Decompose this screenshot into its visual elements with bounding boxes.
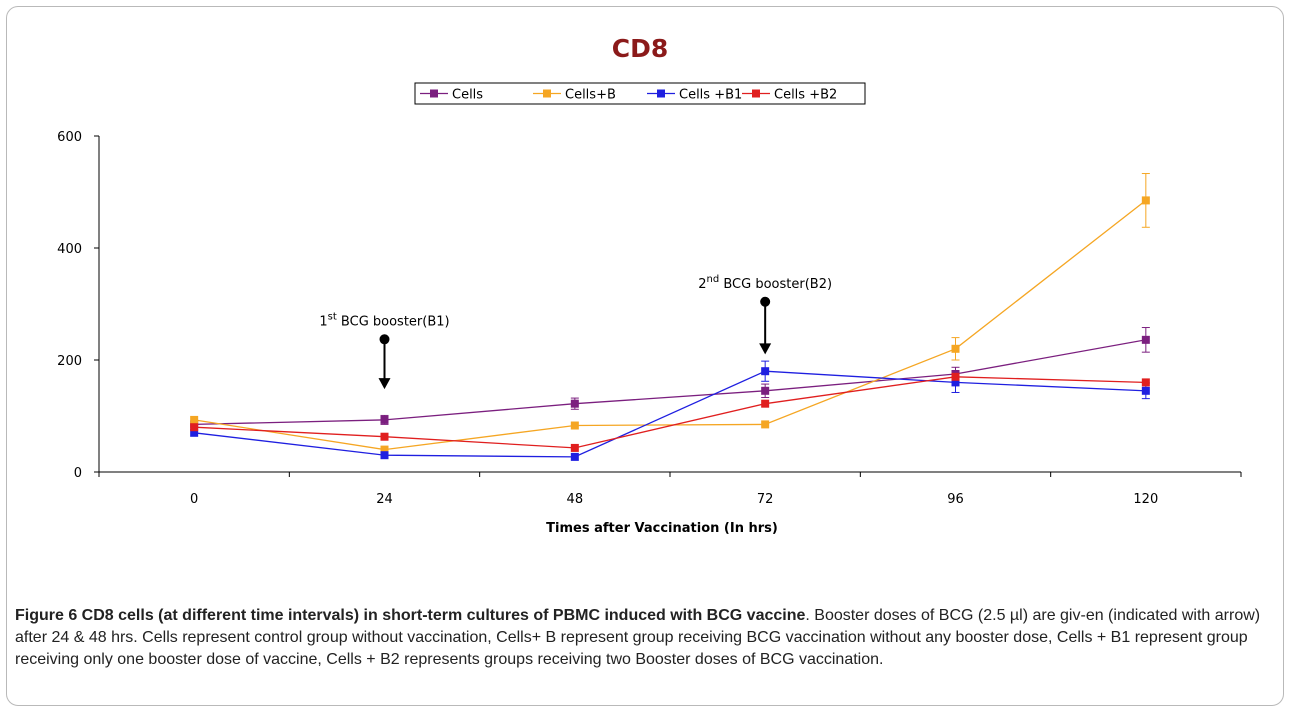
- legend: Cells Cells+B Cells +B1 Cells +B2: [414, 82, 866, 105]
- data-point: [190, 415, 199, 424]
- data-point: [570, 452, 579, 461]
- legend-box: [414, 82, 866, 105]
- annotation-label: 2nd BCG booster(B2): [698, 274, 832, 292]
- x-tick-label: 120: [1133, 492, 1158, 507]
- legend-marker: [543, 89, 551, 98]
- arrow-head: [378, 378, 391, 390]
- x-tick-label: 72: [757, 492, 774, 507]
- legend-label: Cells +B1: [679, 88, 742, 103]
- legend-label: Cells: [452, 88, 483, 103]
- series-line: [194, 376, 1146, 449]
- legend-marker: [752, 89, 760, 98]
- data-point: [570, 443, 579, 452]
- data-point: [380, 451, 389, 460]
- y-tick-label: 600: [57, 130, 82, 145]
- legend-label: Cells +B2: [774, 88, 837, 103]
- data-point: [1141, 386, 1150, 395]
- data-point: [570, 421, 579, 430]
- chart-title: CD8: [612, 34, 669, 63]
- data-point: [1141, 196, 1150, 205]
- data-point: [190, 428, 199, 437]
- data-point: [951, 372, 960, 381]
- chart: CD8 Cells Cells+B Cells +B1 Cells +B2 0 200 4…: [57, 34, 1242, 536]
- series-line: [194, 199, 1147, 451]
- data-point: [761, 420, 770, 429]
- legend-marker: [430, 89, 438, 98]
- legend-marker: [657, 89, 665, 98]
- y-tick-label: 200: [57, 354, 82, 369]
- data-point: [190, 423, 199, 432]
- annotation-label: 1st BCG booster(B1): [319, 311, 449, 329]
- x-tick-label: 0: [190, 492, 198, 507]
- legend-label: Cells+B: [565, 88, 616, 103]
- axes: 0 200 400 600 0 24 48 72 96 120: [57, 130, 1242, 507]
- data-point: [380, 445, 389, 454]
- x-tick-label: 96: [947, 492, 964, 507]
- x-tick-label: 24: [376, 492, 393, 507]
- data-point: [761, 367, 770, 376]
- data-point: [1141, 335, 1150, 344]
- data-point: [951, 378, 960, 387]
- x-tick-label: 48: [567, 492, 584, 507]
- figure-frame: CD8 Cells Cells+B Cells +B1 Cells +B2 0 200 4…: [6, 6, 1284, 706]
- data-point: [1141, 378, 1150, 387]
- data-point: [380, 432, 389, 441]
- data-point: [570, 399, 579, 408]
- y-tick-label: 400: [57, 242, 82, 257]
- y-tick-label: 0: [74, 466, 82, 481]
- data-point: [761, 386, 770, 395]
- x-axis-label: Times after Vaccination (In hrs): [546, 521, 778, 536]
- series-line: [194, 370, 1146, 458]
- data-point: [380, 415, 389, 424]
- data-point: [761, 399, 770, 408]
- arrow-head: [759, 343, 772, 355]
- data-point: [951, 344, 960, 353]
- figure-caption: Figure 6 CD8 cells (at different time in…: [15, 605, 1277, 671]
- caption-label: Figure 6 CD8 cells (at different time in…: [15, 607, 806, 624]
- plot-area: 1st BCG booster(B1) 2nd BCG booster(B2): [190, 173, 1150, 461]
- caption-text: . Booster doses of BCG (2.5 µl) are giv-…: [15, 607, 1261, 668]
- series-line: [194, 339, 1146, 426]
